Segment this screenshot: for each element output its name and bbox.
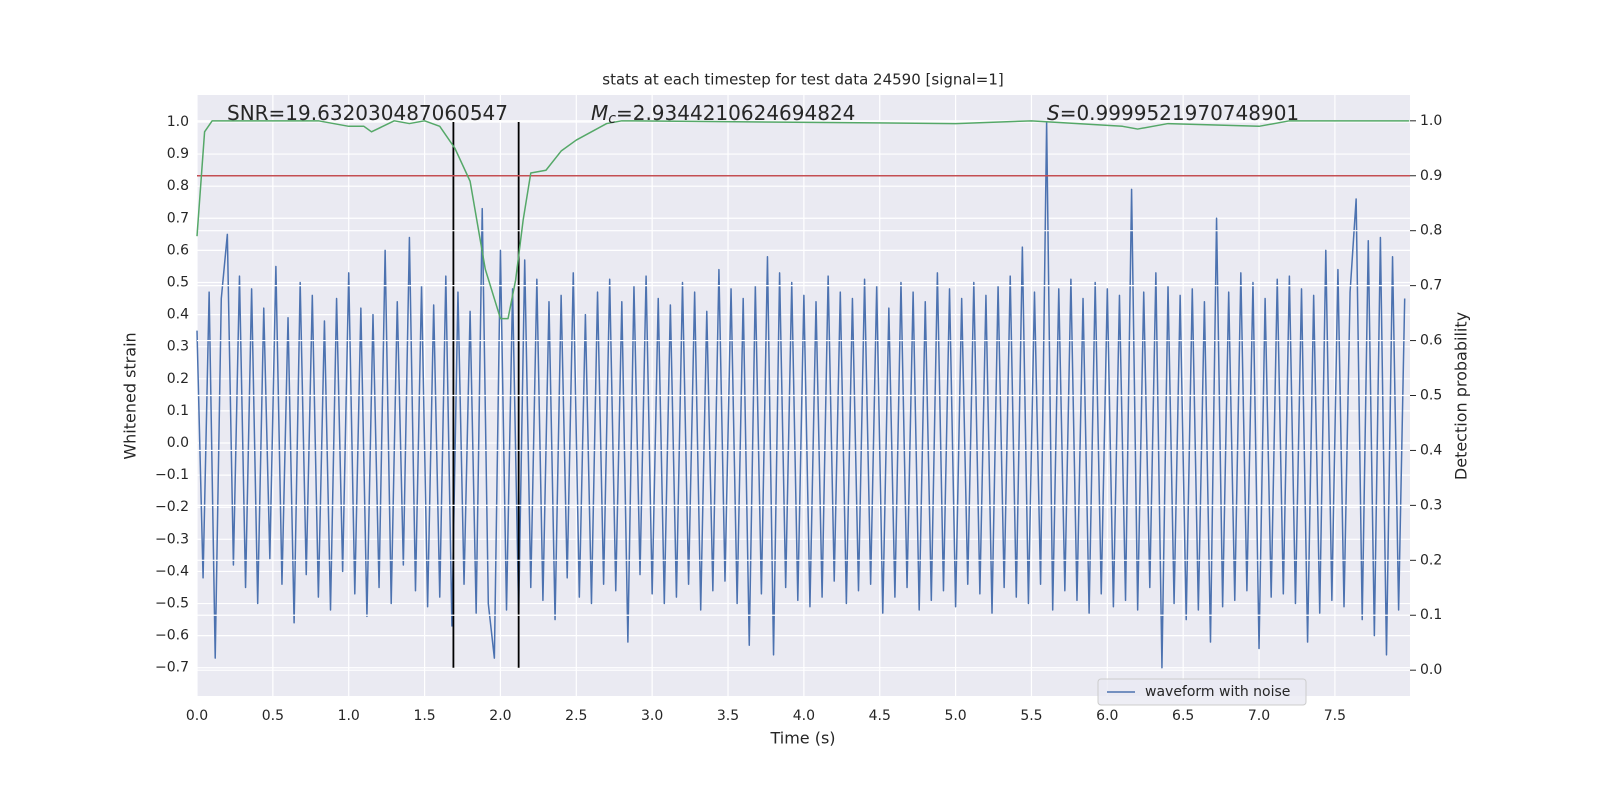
y2-tick-label: 0.0 <box>1420 662 1442 678</box>
series-line <box>196 120 1410 320</box>
y-tick-label: 0.9 <box>167 146 189 162</box>
y2-tick-label: 0.2 <box>1420 552 1442 568</box>
y2-tick-label: 0.6 <box>1420 333 1442 349</box>
x-tick-label: 1.0 <box>338 708 360 724</box>
annotation-text: SNR=19.632030487060547 <box>227 101 508 125</box>
y2-tick-label: 0.9 <box>1420 168 1442 184</box>
annotation-symbol: M <box>591 101 608 125</box>
x-tick-label: 6.0 <box>1096 708 1118 724</box>
y-tick-label: 0.7 <box>167 210 189 226</box>
legend: waveform with noise <box>1097 678 1307 706</box>
y2-tick-label: 0.1 <box>1420 607 1442 623</box>
x-tick-label: 0.0 <box>186 708 208 724</box>
y-tick-label: 0.1 <box>167 403 189 419</box>
y2-tick-label: 0.3 <box>1420 497 1442 513</box>
x-tick-label: 3.5 <box>717 708 739 724</box>
x-tick-label: 5.5 <box>1020 708 1042 724</box>
y2-tick-label: 0.5 <box>1420 388 1442 404</box>
y-tick-label: −0.5 <box>155 596 189 612</box>
x-tick-label: 7.0 <box>1248 708 1270 724</box>
annotation: S=0.9999521970748901 <box>1047 101 1299 125</box>
x-tick-label: 1.5 <box>413 708 435 724</box>
x-axis-label: Time (s) <box>769 729 835 748</box>
y-tick-label: 1.0 <box>167 114 189 130</box>
annotation-subscript: c <box>608 111 616 127</box>
x-tick-label: 4.0 <box>793 708 815 724</box>
annotation-text: =0.9999521970748901 <box>1060 101 1299 125</box>
y-tick-label: −0.1 <box>155 467 189 483</box>
x-tick-label: 5.0 <box>944 708 966 724</box>
y2-axis-label: Detection probability <box>1452 312 1471 480</box>
legend-label: waveform with noise <box>1145 684 1290 700</box>
y-axis-label: Whitened strain <box>121 332 140 459</box>
y2-tick-label: 1.0 <box>1420 113 1442 129</box>
x-tick-label: 3.0 <box>641 708 663 724</box>
legend-box <box>1097 678 1307 706</box>
y2-tick-label: 0.7 <box>1420 278 1442 294</box>
x-tick-label: 2.0 <box>489 708 511 724</box>
x-tick-label: 2.5 <box>565 708 587 724</box>
y-tick-label: 0.3 <box>167 339 189 355</box>
y-tick-label: −0.6 <box>155 628 189 644</box>
annotation: SNR=19.632030487060547 <box>227 101 508 125</box>
annotation: Mc=2.9344210624694824 <box>591 101 855 128</box>
y-tick-label: −0.7 <box>155 660 189 676</box>
chart-title: stats at each timestep for test data 245… <box>602 71 1003 89</box>
y2-tick-label: 0.4 <box>1420 442 1442 458</box>
y-tick-label: −0.2 <box>155 499 189 515</box>
y2-tick-label: 0.8 <box>1420 223 1442 239</box>
x-tick-label: 0.5 <box>262 708 284 724</box>
y-tick-label: 0.4 <box>167 307 189 323</box>
y-tick-label: 0.5 <box>167 274 189 290</box>
x-tick-label: 6.5 <box>1172 708 1194 724</box>
y-tick-label: 0.8 <box>167 178 189 194</box>
annotation-symbol: S <box>1047 101 1060 125</box>
y-tick-label: 0.6 <box>167 242 189 258</box>
y-tick-label: −0.4 <box>155 563 189 579</box>
annotation-text: =2.9344210624694824 <box>616 101 855 125</box>
y-tick-label: 0.2 <box>167 371 189 387</box>
y-tick-label: 0.0 <box>167 435 189 451</box>
y-tick-label: −0.3 <box>155 531 189 547</box>
x-tick-label: 4.5 <box>869 708 891 724</box>
x-tick-label: 7.5 <box>1324 708 1346 724</box>
series-line <box>196 121 1406 669</box>
